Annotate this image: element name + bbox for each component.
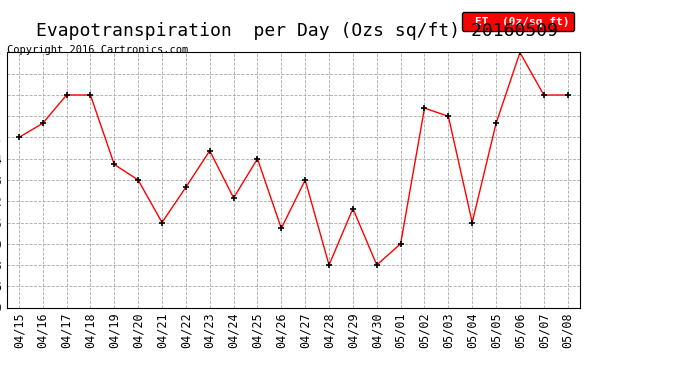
Text: Copyright 2016 Cartronics.com: Copyright 2016 Cartronics.com bbox=[7, 45, 188, 55]
Text: Evapotranspiration  per Day (Ozs sq/ft) 20160509: Evapotranspiration per Day (Ozs sq/ft) 2… bbox=[36, 22, 558, 40]
Legend: ET  (0z/sq ft): ET (0z/sq ft) bbox=[462, 12, 574, 31]
